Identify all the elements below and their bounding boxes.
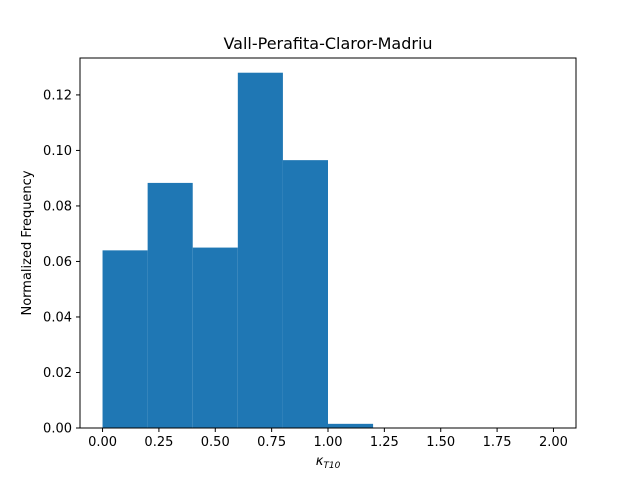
- histogram-bar: [147, 182, 193, 428]
- x-tick-label: 1.50: [426, 435, 455, 450]
- x-tick-label: 0.00: [88, 435, 117, 450]
- histogram-bar: [192, 247, 238, 428]
- bars-group: [102, 72, 374, 428]
- y-axis: 0.00 0.02 0.04 0.06 0.08 0.10 0.12: [43, 88, 80, 437]
- histogram-bar: [282, 160, 328, 428]
- y-tick-label: 0.08: [43, 199, 72, 214]
- y-tick-label: 0.12: [43, 88, 72, 103]
- x-tick-label: 0.25: [144, 435, 173, 450]
- x-tick-label: 0.50: [201, 435, 230, 450]
- x-tick-label: 1.75: [483, 435, 512, 450]
- x-tick-label: 1.25: [370, 435, 399, 450]
- y-axis-label: Normalized Frequency: [20, 170, 35, 315]
- x-tick-label: 2.00: [539, 435, 568, 450]
- x-axis-label-subscript: T10: [323, 461, 340, 471]
- x-axis: 0.00 0.25 0.50 0.75 1.00 1.25 1.50 1.75 2.00: [88, 428, 568, 450]
- chart-title: Vall-Perafita-Claror-Madriu: [223, 34, 432, 53]
- histogram-bar: [237, 72, 283, 428]
- x-tick-label: 0.75: [257, 435, 286, 450]
- y-tick-label: 0.10: [43, 144, 72, 159]
- y-tick-label: 0.02: [43, 366, 72, 381]
- y-tick-label: 0.00: [43, 422, 72, 437]
- y-tick-label: 0.04: [43, 310, 72, 325]
- x-tick-label: 1.00: [314, 435, 343, 450]
- histogram-bar: [328, 423, 374, 428]
- histogram-bar: [102, 250, 148, 428]
- x-axis-label: κT10: [316, 454, 341, 471]
- y-tick-label: 0.06: [43, 255, 72, 270]
- x-axis-label-symbol: κ: [316, 454, 324, 469]
